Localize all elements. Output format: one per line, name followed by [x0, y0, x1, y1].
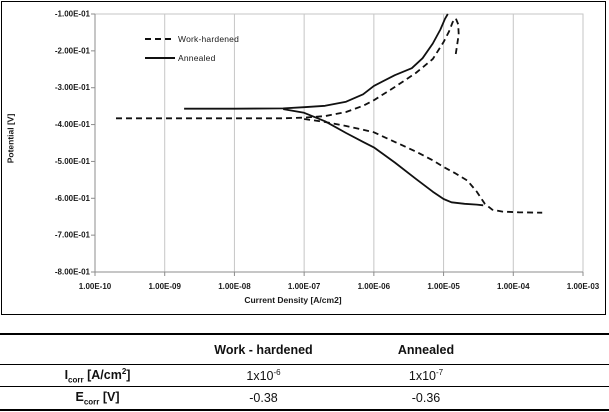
x-axis-title: Current Density [A/cm2] [244, 295, 342, 305]
legend-label: Work-hardened [178, 34, 240, 44]
polarization-chart: -1.00E-01 -2.00E-01 -3.00E-01 -4.00E-01 -5.0… [55, 10, 600, 292]
svg-text:-1.00E-01: -1.00E-01 [55, 10, 91, 19]
svg-text:-5.00E-01: -5.00E-01 [55, 157, 91, 166]
table-row-ecorr: Ecorr [V] -0.38 -0.36 [0, 387, 609, 409]
dashed-line-sample-icon [145, 38, 175, 40]
svg-text:1.00E-06: 1.00E-06 [358, 282, 391, 291]
svg-text:1.00E-10: 1.00E-10 [79, 282, 112, 291]
svg-text:-8.00E-01: -8.00E-01 [55, 268, 91, 277]
corrosion-results-table: Work - hardened Annealed Icorr [A/cm2] 1… [0, 333, 609, 411]
svg-text:-2.00E-01: -2.00E-01 [55, 46, 91, 55]
icorr-work-hardened-value: 1x10-6 [246, 367, 281, 384]
svg-text:1.00E-05: 1.00E-05 [427, 282, 460, 291]
legend-label: Annealed [178, 53, 216, 63]
chart-figure-border [1, 1, 606, 315]
svg-text:1.00E-09: 1.00E-09 [148, 282, 181, 291]
ecorr-work-hardened-value: -0.38 [249, 391, 278, 406]
icorr-annealed-value: 1x10-7 [408, 367, 444, 384]
svg-text:-3.00E-01: -3.00E-01 [55, 83, 91, 92]
legend-item-annealed: Annealed [145, 50, 239, 66]
svg-text:-4.00E-01: -4.00E-01 [55, 120, 91, 129]
svg-text:-6.00E-01: -6.00E-01 [55, 194, 91, 203]
table-header-row: Work - hardened Annealed [0, 335, 609, 365]
svg-text:1.00E-04: 1.00E-04 [497, 282, 530, 291]
svg-text:1.00E-08: 1.00E-08 [218, 282, 251, 291]
ecorr-annealed-value: -0.36 [411, 391, 441, 406]
svg-text:1.00E-07: 1.00E-07 [288, 282, 321, 291]
solid-line-sample-icon [145, 57, 175, 59]
header-work-hardened: Work - hardened [214, 342, 313, 357]
row-label-ecorr: Ecorr [V] [75, 390, 120, 407]
legend-item-work-hardened: Work-hardened [145, 31, 239, 47]
svg-text:1.00E-03: 1.00E-03 [567, 282, 600, 291]
header-annealed: Annealed [397, 342, 455, 357]
row-label-icorr: Icorr [A/cm2] [64, 366, 131, 385]
svg-text:-7.00E-01: -7.00E-01 [55, 231, 91, 240]
chart-legend: Work-hardened Annealed [145, 31, 239, 69]
table-row-icorr: Icorr [A/cm2] 1x10-6 1x10-7 [0, 365, 609, 387]
y-axis-title: Potential [V] [5, 113, 16, 164]
